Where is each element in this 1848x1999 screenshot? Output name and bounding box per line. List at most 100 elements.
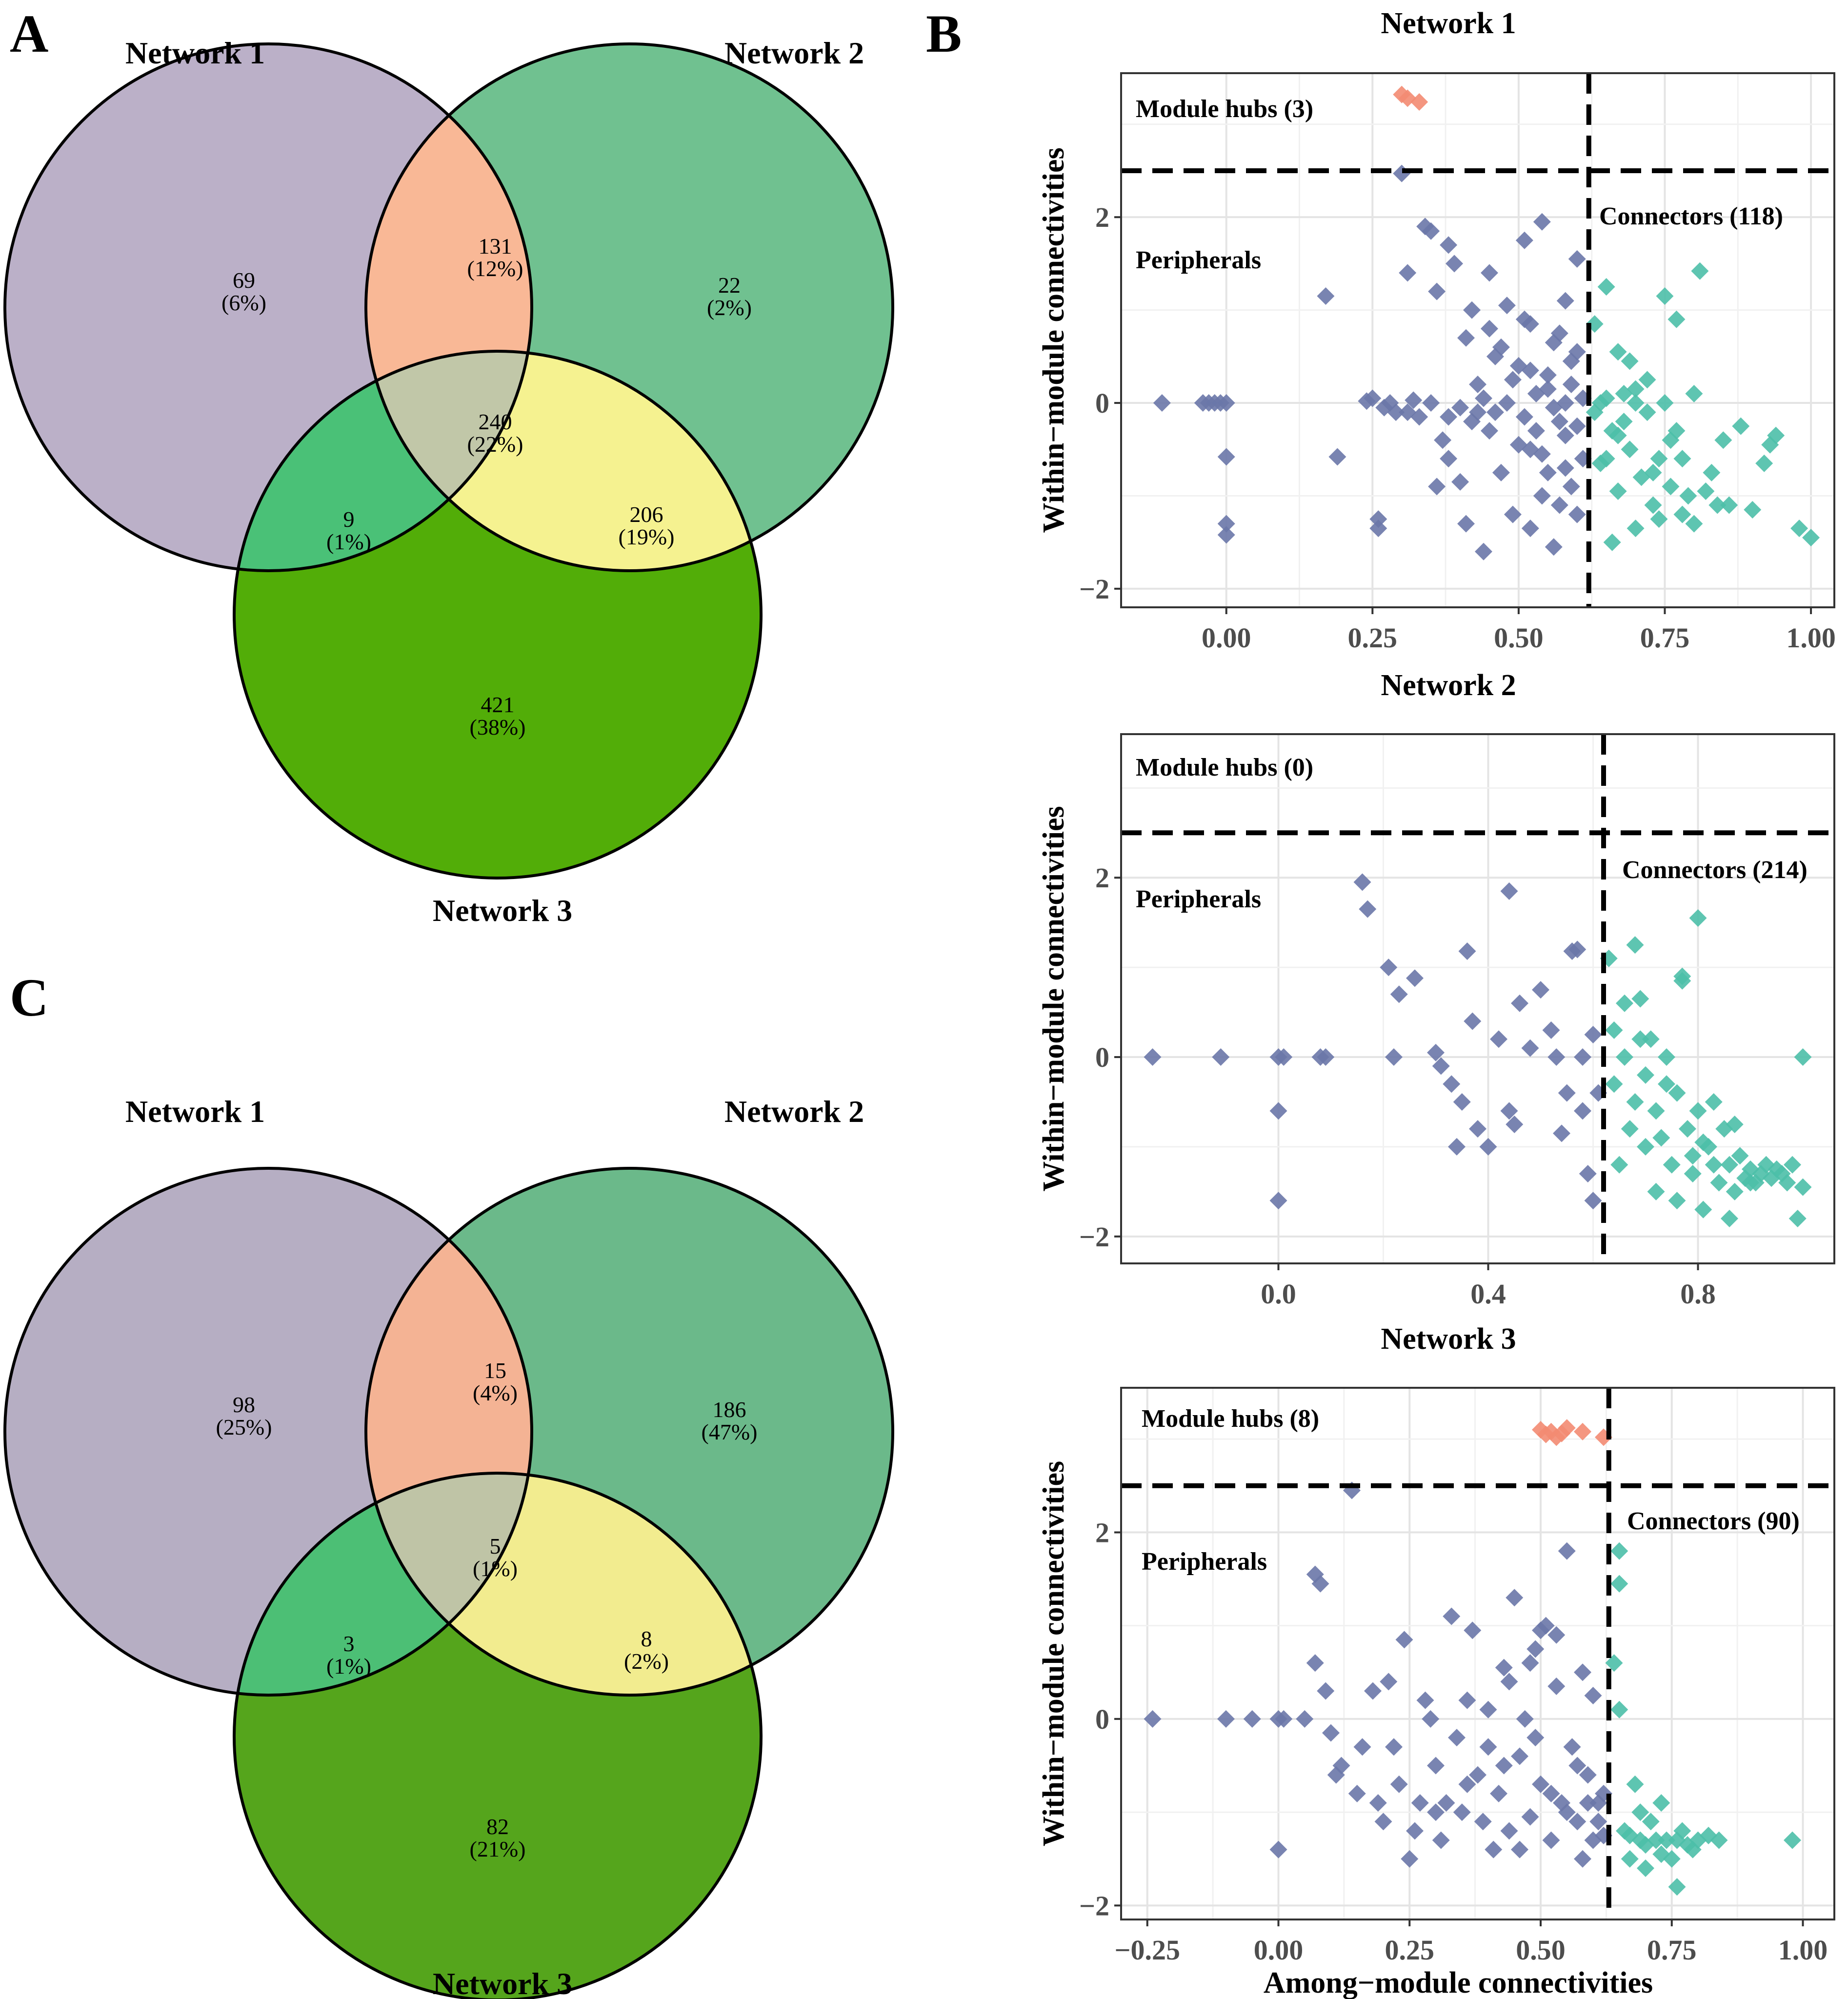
- peripheral-point: [1464, 1012, 1482, 1030]
- connector-point: [1626, 1093, 1644, 1111]
- peripheral-point: [1550, 413, 1568, 431]
- peripheral-point: [1568, 940, 1587, 959]
- peripheral-point: [1539, 380, 1557, 398]
- venn-a-circle-network-2: [364, 42, 894, 572]
- connector-point: [1610, 1700, 1628, 1719]
- peripheral-point: [1395, 1631, 1413, 1649]
- connector-point: [1631, 990, 1649, 1008]
- peripheral-point: [1556, 426, 1574, 444]
- x-tick-label: 0.0: [1261, 1278, 1296, 1310]
- hub-point: [1574, 1422, 1591, 1440]
- y-tick-label: −2: [1079, 1890, 1109, 1921]
- peripheral-point: [1533, 487, 1551, 505]
- peripheral-point: [1144, 1048, 1162, 1066]
- peripheral-point: [1359, 900, 1377, 918]
- hub-point: [1553, 1424, 1570, 1442]
- connector-point: [1650, 510, 1668, 528]
- connector-point: [1609, 482, 1627, 500]
- peripheral-point: [1443, 1607, 1461, 1625]
- connector-point: [1642, 1030, 1660, 1048]
- peripheral-point: [1506, 1589, 1524, 1607]
- panel-label-b: B: [926, 4, 962, 63]
- connector-point: [1615, 413, 1633, 431]
- peripheral-point: [1358, 392, 1376, 410]
- connector-point: [1720, 496, 1738, 514]
- connector-point: [1784, 1156, 1801, 1174]
- peripheral-point: [1558, 1084, 1576, 1102]
- connector-point: [1668, 1192, 1686, 1210]
- peripheral-point: [1479, 1738, 1497, 1756]
- annotation-connectors: Connectors (214): [1622, 856, 1808, 884]
- connector-point: [1656, 287, 1674, 305]
- peripheral-point: [1269, 1102, 1287, 1120]
- peripheral-point: [1474, 389, 1492, 407]
- peripheral-point: [1369, 520, 1387, 538]
- peripheral-point: [1574, 1663, 1591, 1681]
- peripheral-point: [1584, 1026, 1602, 1044]
- venn-c-count-only_1: 98: [233, 1392, 255, 1417]
- peripheral-point: [1568, 417, 1586, 435]
- connector-point: [1627, 394, 1645, 412]
- peripheral-point: [1521, 1039, 1539, 1057]
- peripheral-point: [1495, 1757, 1513, 1775]
- peripheral-point: [1390, 985, 1408, 1003]
- connector-point: [1610, 1575, 1628, 1593]
- connector-point: [1668, 1084, 1686, 1102]
- connector-point: [1609, 426, 1627, 444]
- y-tick-label: −2: [1079, 1221, 1109, 1253]
- annotation-module-hubs: Module hubs (8): [1142, 1405, 1319, 1433]
- peripheral-point: [1422, 394, 1440, 412]
- peripheral-point: [1562, 375, 1580, 393]
- peripheral-point: [1504, 371, 1522, 389]
- y-tick-label: 2: [1095, 862, 1109, 894]
- peripheral-point: [1542, 1831, 1560, 1849]
- peripheral-point: [1550, 496, 1568, 514]
- peripheral-point: [1390, 1775, 1408, 1793]
- connector-point: [1647, 1102, 1665, 1120]
- venn-c-percent-all: (1%): [473, 1556, 518, 1581]
- connector-point: [1644, 463, 1662, 481]
- x-tick-label: 0.8: [1680, 1278, 1716, 1310]
- venn-a-percent-only_2: (2%): [707, 295, 752, 320]
- connector-point: [1627, 520, 1645, 538]
- peripheral-point: [1369, 510, 1387, 528]
- venn-a-circle-network-3: [233, 350, 763, 880]
- plot-title: Network 1: [1381, 7, 1516, 40]
- peripheral-point: [1469, 1120, 1486, 1138]
- peripheral-point: [1521, 361, 1539, 380]
- y-tick-label: 0: [1095, 1041, 1109, 1073]
- peripheral-point: [1553, 1124, 1570, 1142]
- x-axis-label: Among−module connectivities: [1264, 1966, 1653, 1999]
- peripheral-point: [1521, 1808, 1539, 1826]
- peripheral-point: [1550, 324, 1568, 342]
- peripheral-point: [1217, 394, 1235, 412]
- peripheral-point: [1568, 1813, 1587, 1831]
- peripheral-point: [1453, 1803, 1471, 1821]
- connector-point: [1647, 1182, 1665, 1200]
- peripheral-point: [1440, 450, 1458, 468]
- peripheral-point: [1532, 981, 1549, 999]
- venn-a-count-n13: 9: [343, 507, 355, 532]
- peripheral-point: [1451, 473, 1469, 491]
- connector-point: [1610, 1156, 1628, 1174]
- peripheral-point: [1579, 1766, 1597, 1784]
- connector-point: [1605, 1075, 1623, 1093]
- y-axis-label: Within−module connectivities: [1037, 806, 1070, 1191]
- peripheral-point: [1422, 1710, 1440, 1728]
- venn-a-count-n12: 131: [479, 234, 512, 259]
- plot-frame: [1120, 72, 1835, 608]
- connector-point: [1668, 1831, 1686, 1849]
- connector-point: [1626, 1775, 1644, 1793]
- peripheral-point: [1458, 942, 1476, 960]
- venn-c-percent-n13: (1%): [326, 1654, 371, 1679]
- peripheral-point: [1521, 520, 1539, 538]
- annotation-peripherals: Peripherals: [1136, 246, 1261, 274]
- venn-c-percent-n23: (2%): [624, 1649, 669, 1674]
- plot-frame: [1120, 1387, 1835, 1920]
- connector-point: [1703, 463, 1721, 481]
- connector-point: [1705, 1093, 1723, 1111]
- connector-point: [1691, 262, 1709, 280]
- connector-point: [1708, 496, 1727, 514]
- peripheral-point: [1399, 264, 1417, 282]
